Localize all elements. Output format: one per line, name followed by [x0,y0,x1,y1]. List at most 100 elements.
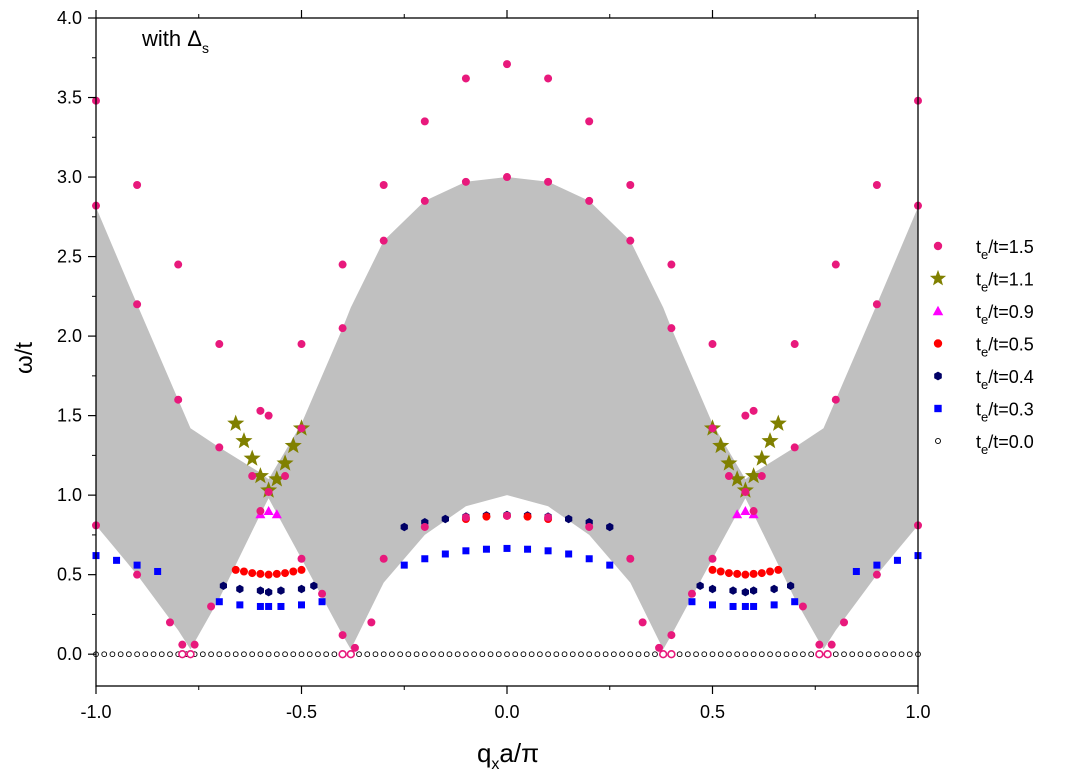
data-point [872,570,881,579]
data-point [857,651,864,658]
data-point [216,651,223,658]
data-point [249,651,256,658]
data-point [264,570,273,579]
legend-item: te/t=0.0 [935,432,1034,457]
legend-label: te/t=0.4 [976,367,1034,392]
data-point [701,651,708,658]
data-point [133,570,142,579]
data-point [831,260,840,269]
data-point [276,454,294,471]
legend-item: te/t=0.9 [932,302,1034,327]
data-point [667,631,676,640]
series-t_e/t=0.5 [231,511,783,579]
data-point [356,651,362,658]
data-point [808,651,814,658]
data-series [92,60,922,659]
data-point [790,443,799,452]
continuum-shade [96,177,918,650]
data-point [379,554,388,563]
data-point [265,602,273,610]
data-point [413,651,420,658]
y-tick-label: 3.0 [57,167,82,187]
data-point [749,569,758,578]
legend-label: te/t=0.0 [976,432,1034,457]
data-point [265,651,272,658]
data-point [741,411,750,420]
data-point [268,470,286,487]
data-point [865,651,872,658]
data-point [741,602,749,610]
data-point [257,651,264,658]
data-point [318,589,327,598]
data-point [693,651,699,658]
data-point [150,651,157,658]
data-point [872,181,881,189]
data-point [717,651,724,658]
data-point [405,651,412,658]
data-point [769,414,787,431]
data-point [585,117,594,126]
legend-label: te/t=1.1 [976,270,1034,295]
data-point [585,522,594,531]
y-tick-label: 0.5 [57,565,82,585]
data-point [264,487,273,496]
data-point [872,300,881,309]
data-point [594,651,601,658]
data-point [420,117,429,126]
data-point [142,651,149,658]
data-point [898,651,905,658]
data-point [281,569,290,578]
data-point [482,512,491,521]
data-point [503,511,511,520]
data-point [767,651,773,658]
data-point [750,602,758,610]
data-point [174,395,183,404]
legend-marker [935,438,941,444]
data-point [740,506,751,516]
data-point [827,640,836,649]
data-point [338,631,347,640]
data-point [528,651,535,658]
data-point [158,651,165,658]
data-point [174,260,183,269]
data-point [297,424,306,433]
data-point [208,651,214,658]
data-point [165,618,174,627]
series-t_e/t=0.3 [92,544,922,610]
data-point [667,324,676,333]
data-point [256,406,265,415]
data-point [133,300,142,309]
data-point [611,651,617,658]
data-point [338,260,347,269]
data-point [421,651,428,658]
data-point [271,509,282,519]
data-point [708,424,717,433]
zero-mark [338,649,347,659]
legend-item: te/t=0.4 [934,367,1034,392]
data-point [585,555,593,563]
data-point [297,554,306,563]
x-tick-label: -0.5 [286,702,317,722]
data-point [732,509,743,519]
data-point [461,513,470,522]
data-point [800,651,806,658]
zero-mark [346,649,356,659]
data-point [770,584,778,594]
data-point [544,513,553,522]
data-point [627,651,634,658]
annotation: with Δs [141,26,209,56]
data-point [446,651,453,658]
data-point [775,651,782,658]
data-point [873,561,881,569]
data-point [757,569,766,578]
data-point [219,581,227,590]
data-point [770,601,778,609]
data-point [323,651,330,658]
data-point [626,181,635,189]
data-point [101,651,108,658]
data-point [734,651,741,658]
data-point [749,406,758,415]
data-point [626,554,635,563]
zero-mark [186,649,195,659]
data-point [524,545,532,553]
